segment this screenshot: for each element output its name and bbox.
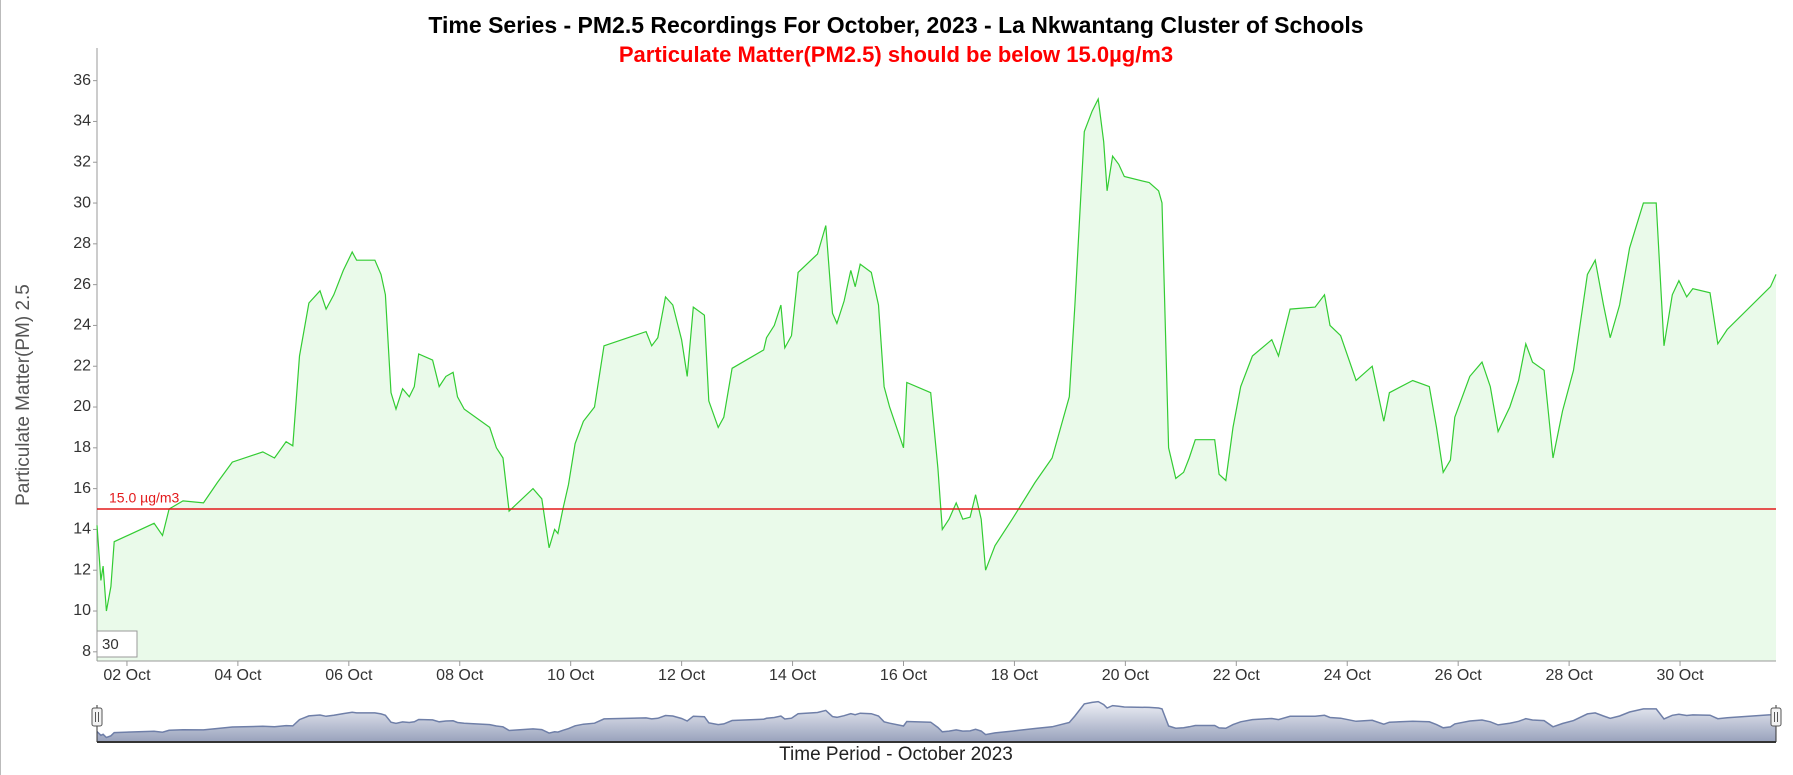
x-tick-label: 04 Oct: [214, 667, 262, 684]
y-tick-label: 22: [73, 357, 91, 374]
series-area: [97, 99, 1776, 661]
y-tick-label: 26: [73, 276, 91, 293]
y-tick-label: 14: [73, 521, 91, 538]
y-tick-label: 28: [73, 235, 91, 252]
y-tick-label: 18: [73, 439, 91, 456]
y-axis-label: Particulate Matter(PM) 2.5: [13, 284, 34, 506]
zoom-box-text: 30: [102, 636, 119, 653]
y-tick-label: 16: [73, 480, 91, 497]
x-tick-label: 26 Oct: [1435, 667, 1483, 684]
y-tick-label: 12: [73, 561, 91, 578]
y-tick-label: 32: [73, 153, 91, 170]
x-tick-label: 30 Oct: [1656, 667, 1704, 684]
y-tick-label: 24: [73, 317, 91, 334]
y-tick-label: 10: [73, 602, 91, 619]
x-tick-label: 16 Oct: [880, 667, 928, 684]
y-tick-label: 34: [73, 113, 91, 130]
x-tick-label: 06 Oct: [325, 667, 373, 684]
chart-subtitle: Particulate Matter(PM2.5) should be belo…: [619, 42, 1173, 67]
x-tick-label: 10 Oct: [547, 667, 595, 684]
x-tick-label: 02 Oct: [103, 667, 151, 684]
y-tick-label: 30: [73, 194, 91, 211]
y-tick-label: 8: [82, 643, 91, 660]
navigator-area: [97, 701, 1776, 741]
x-tick-label: 12 Oct: [658, 667, 706, 684]
navigator-handle[interactable]: [1770, 707, 1782, 727]
navigator-line: [96, 700, 1777, 739]
x-tick-label: 08 Oct: [436, 667, 484, 684]
x-tick-label: 24 Oct: [1324, 667, 1372, 684]
x-tick-label: 22 Oct: [1213, 667, 1261, 684]
navigator-handle[interactable]: [91, 707, 103, 727]
x-tick-label: 18 Oct: [991, 667, 1039, 684]
x-axis-label: Time Period - October 2023: [779, 744, 1013, 765]
chart-title: Time Series - PM2.5 Recordings For Octob…: [428, 12, 1363, 38]
y-tick-label: 20: [73, 398, 91, 415]
series-line: [96, 96, 1777, 612]
zoom-box[interactable]: [96, 630, 138, 658]
threshold-label: 15.0 µg/m3: [109, 490, 180, 506]
y-tick-label: 36: [73, 72, 91, 89]
x-tick-label: 20 Oct: [1102, 667, 1150, 684]
x-tick-label: 28 Oct: [1546, 667, 1594, 684]
x-tick-label: 14 Oct: [769, 667, 817, 684]
